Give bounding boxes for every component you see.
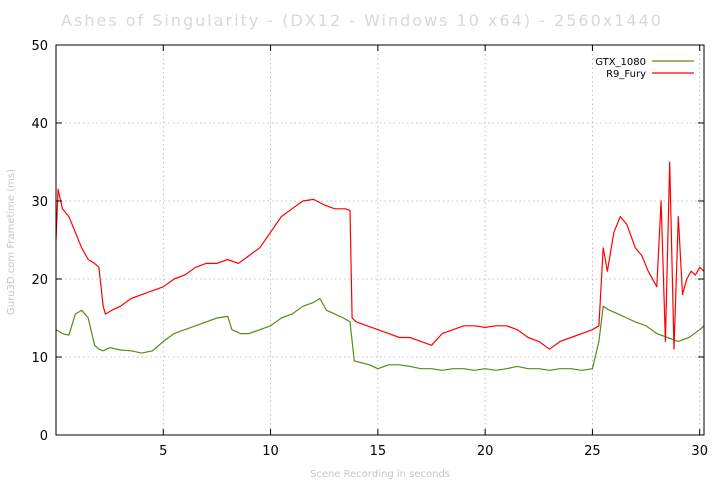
series-line-r9-fury [55, 161, 705, 350]
y-tick-label: 40 [31, 117, 48, 132]
y-tick-label: 10 [31, 351, 48, 366]
chart-title: Ashes of Singularity - (DX12 - Windows 1… [61, 11, 663, 30]
series-line-gtx-1080 [55, 297, 705, 371]
legend-label: GTX_1080 [595, 57, 646, 68]
x-tick-label: 15 [370, 444, 387, 459]
legend-label: R9_Fury [606, 69, 646, 80]
x-tick-label: 20 [477, 444, 494, 459]
plot-frame [55, 44, 705, 436]
y-axis-label: Guru3D.com Frametime (ms) [6, 169, 17, 315]
axis-ticks: 0 10 20 30 40 50 5 10 15 20 25 30 [31, 39, 708, 459]
y-tick-label: 0 [40, 429, 48, 444]
x-tick-label: 25 [584, 444, 601, 459]
y-tick-label: 20 [31, 273, 48, 288]
grid-lines [56, 45, 704, 435]
x-tick-label: 30 [691, 444, 708, 459]
x-axis-label: Scene Recording in seconds [310, 469, 450, 480]
x-tick-label: 5 [159, 444, 167, 459]
series-lines [55, 161, 705, 371]
x-tick-label: 10 [262, 444, 279, 459]
y-tick-label: 30 [31, 195, 48, 210]
y-tick-label: 50 [31, 39, 48, 54]
